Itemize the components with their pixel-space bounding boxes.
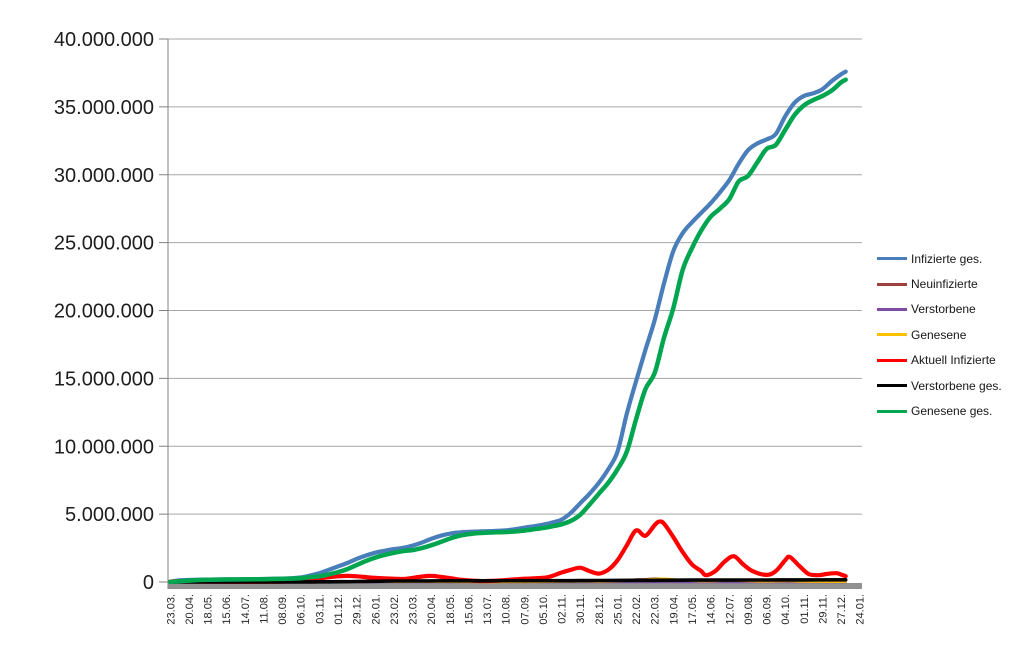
y-axis-label: 15.000.000 bbox=[54, 368, 154, 390]
x-axis-label: 23.03. bbox=[165, 594, 177, 625]
x-axis-label: 22.02. bbox=[631, 594, 643, 625]
legend-swatch-line bbox=[877, 409, 907, 413]
x-axis-label: 09.08. bbox=[743, 594, 755, 625]
x-axis-label: 04.10. bbox=[780, 594, 792, 625]
legend-label: Genesene bbox=[911, 327, 967, 342]
legend-item: Aktuell Infizierte bbox=[877, 348, 1017, 373]
x-axis-label: 26.01. bbox=[370, 594, 382, 625]
x-axis-label: 01.11. bbox=[799, 594, 811, 624]
x-axis-label: 07.09. bbox=[519, 594, 531, 625]
x-axis-label: 30.11. bbox=[575, 594, 587, 624]
legend-label: Infizierte ges. bbox=[911, 251, 983, 266]
legend-label: Verstorbene ges. bbox=[911, 378, 1002, 393]
x-axis-label: 08.09. bbox=[277, 594, 289, 625]
x-axis-label: 18.05. bbox=[203, 594, 215, 625]
legend-label: Neuinfizierte bbox=[911, 277, 978, 292]
x-axis-label: 10.08. bbox=[501, 594, 513, 625]
series-line-aktuell-infizierte bbox=[168, 519, 848, 584]
legend-swatch-line bbox=[877, 358, 907, 362]
x-axis-label: 22.03. bbox=[650, 594, 662, 625]
x-axis-label: 25.01. bbox=[612, 594, 624, 625]
x-axis-label: 17.05. bbox=[687, 594, 699, 625]
x-axis-label: 20.04. bbox=[426, 594, 438, 625]
y-axis-label: 25.000.000 bbox=[54, 233, 154, 255]
y-axis-label: 0 bbox=[143, 572, 154, 594]
x-axis-label: 06.10. bbox=[296, 594, 308, 625]
y-axis-label: 5.000.000 bbox=[65, 504, 154, 526]
x-axis-label: 12.07. bbox=[724, 594, 736, 625]
x-axis-label: 23.03. bbox=[408, 594, 420, 625]
legend-item: Genesene ges. bbox=[877, 398, 1017, 423]
legend-swatch-line bbox=[877, 333, 907, 337]
legend-item: Infizierte ges. bbox=[877, 246, 1017, 271]
x-axis-bar bbox=[168, 583, 862, 589]
x-axis-label: 20.04. bbox=[184, 594, 196, 625]
legend-item: Neuinfizierte bbox=[877, 271, 1017, 296]
x-axis-label: 29.11. bbox=[817, 594, 829, 624]
x-axis-label: 15.06. bbox=[221, 594, 233, 625]
legend-item: Genesene bbox=[877, 322, 1017, 347]
x-axis-label: 03.11. bbox=[314, 594, 326, 624]
x-axis-label: 15.06. bbox=[463, 594, 475, 625]
legend-label: Aktuell Infizierte bbox=[911, 353, 996, 368]
x-axis-label: 05.10. bbox=[538, 594, 550, 625]
y-axis-label: 30.000.000 bbox=[54, 165, 154, 187]
chart-legend: Infizierte ges. Neuinfizierte Verstorbene G… bbox=[877, 246, 1017, 424]
x-axis-label: 24.01. bbox=[855, 594, 867, 625]
x-axis-label: 28.12. bbox=[594, 594, 606, 625]
y-axis-label: 20.000.000 bbox=[54, 301, 154, 323]
legend-label: Verstorbene bbox=[911, 302, 976, 317]
x-axis-label: 18.05. bbox=[445, 594, 457, 625]
x-axis-label: 13.07. bbox=[482, 594, 494, 625]
x-axis-label: 02.11. bbox=[557, 594, 569, 624]
legend-label: Genesene ges. bbox=[911, 404, 993, 419]
legend-swatch-line bbox=[877, 257, 907, 261]
series-line-verstorbene-ges bbox=[168, 578, 848, 584]
legend-swatch-line bbox=[877, 282, 907, 286]
x-axis-label: 27.12. bbox=[836, 594, 848, 625]
y-axis-label: 40.000.000 bbox=[54, 29, 154, 51]
series-line-genesene-ges bbox=[168, 77, 848, 585]
y-axis-label: 35.000.000 bbox=[54, 97, 154, 119]
legend-swatch-line bbox=[877, 384, 907, 388]
x-axis-label: 23.02. bbox=[389, 594, 401, 625]
legend-item: Verstorbene ges. bbox=[877, 373, 1017, 398]
x-axis-label: 29.12. bbox=[352, 594, 364, 625]
legend-item: Verstorbene bbox=[877, 297, 1017, 322]
legend-swatch-line bbox=[877, 307, 907, 311]
series-line-infizierte-ges bbox=[168, 69, 848, 584]
x-axis-label: 14.07. bbox=[240, 594, 252, 625]
y-axis-label: 10.000.000 bbox=[54, 436, 154, 458]
x-axis-label: 11.08. bbox=[258, 594, 270, 624]
x-axis-label: 19.04. bbox=[668, 594, 680, 625]
x-axis-label: 01.12. bbox=[333, 594, 345, 625]
x-axis-label: 14.06. bbox=[706, 594, 718, 625]
x-axis-label: 06.09. bbox=[762, 594, 774, 625]
